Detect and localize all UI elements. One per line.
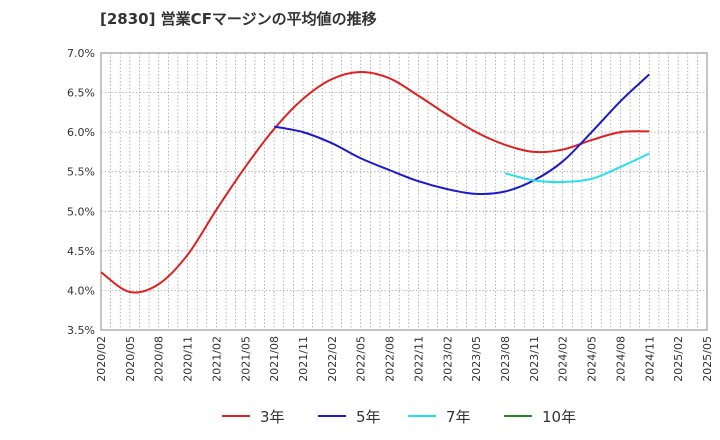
series-line-2 xyxy=(273,73,650,195)
legend-label: 5年 xyxy=(356,407,381,426)
legend-swatch xyxy=(408,415,436,417)
x-tick-label: 2023/08 xyxy=(499,336,512,382)
y-tick-label: 6.5% xyxy=(67,87,95,100)
chart-title: [2830] 営業CFマージンの平均値の推移 xyxy=(100,10,377,28)
x-tick-label: 2024/02 xyxy=(557,336,570,382)
series-line-3 xyxy=(504,152,650,184)
x-tick-label: 2020/11 xyxy=(182,336,195,382)
y-tick-label: 5.0% xyxy=(67,205,95,218)
x-tick-label: 2025/02 xyxy=(672,336,685,382)
legend-item-4: 10年 xyxy=(504,402,576,430)
x-tick-label: 2021/02 xyxy=(210,336,223,382)
x-tick-label: 2023/05 xyxy=(470,336,483,382)
y-tick-label: 6.0% xyxy=(67,126,95,139)
y-tick-label: 7.0% xyxy=(67,47,95,60)
y-tick-label: 5.5% xyxy=(67,166,95,179)
x-tick-label: 2024/08 xyxy=(614,336,627,382)
x-tick-label: 2021/11 xyxy=(297,336,310,382)
x-tick-label: 2025/05 xyxy=(701,336,714,382)
x-tick-label: 2020/02 xyxy=(95,336,108,382)
x-tick-label: 2022/11 xyxy=(412,336,425,382)
legend-label: 10年 xyxy=(542,407,577,426)
x-tick-label: 2020/05 xyxy=(124,336,137,382)
x-tick-label: 2022/08 xyxy=(384,336,397,382)
legend-item-3: 7年 xyxy=(408,402,471,430)
plot-area xyxy=(100,52,708,331)
legend: 3年 5年 7年 10年 xyxy=(0,402,720,430)
x-tick-label: 2021/05 xyxy=(239,336,252,382)
legend-item-2: 5年 xyxy=(318,402,381,430)
legend-swatch xyxy=(222,415,250,417)
legend-swatch xyxy=(318,415,346,417)
x-tick-label: 2023/02 xyxy=(441,336,454,382)
grid xyxy=(100,52,708,331)
x-tick-label: 2020/08 xyxy=(153,336,166,382)
series-line-1 xyxy=(100,70,650,294)
x-tick-label: 2022/02 xyxy=(326,336,339,382)
x-tick-label: 2024/11 xyxy=(643,336,656,382)
x-tick-label: 2022/05 xyxy=(355,336,368,382)
axes: 3.5% 4.0% 4.5% 5.0% 5.5% 6.0% 6.5% 7.0% 2020/02 2… xyxy=(67,47,714,382)
y-tick-label: 4.5% xyxy=(67,245,95,258)
x-tick-label: 2024/05 xyxy=(586,336,599,382)
x-tick-label: 2021/08 xyxy=(268,336,281,382)
legend-swatch xyxy=(504,415,532,417)
y-tick-label: 3.5% xyxy=(67,324,95,337)
y-tick-label: 4.0% xyxy=(67,284,95,297)
legend-label: 3年 xyxy=(260,407,285,426)
series-lines xyxy=(100,70,650,294)
line-chart: 3.5% 4.0% 4.5% 5.0% 5.5% 6.0% 6.5% 7.0% 2020/02 2… xyxy=(67,47,714,382)
legend-item-1: 3年 xyxy=(222,402,285,430)
legend-label: 7年 xyxy=(446,407,471,426)
x-tick-label: 2023/11 xyxy=(528,336,541,382)
